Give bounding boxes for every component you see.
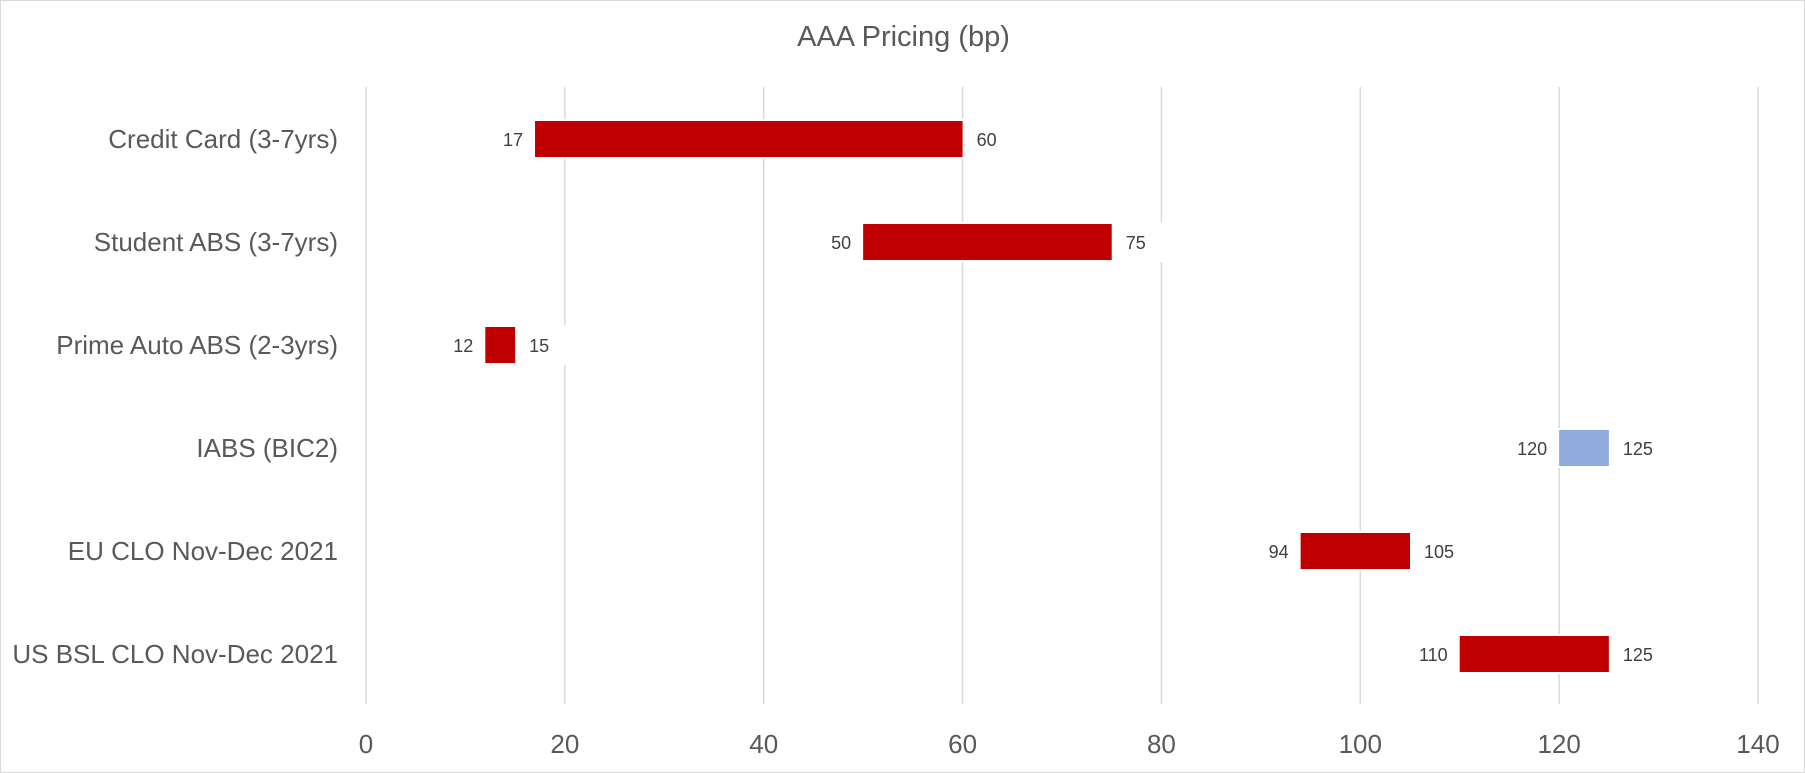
gridlines [365, 87, 1759, 704]
high-value-label: 75 [1126, 233, 1146, 253]
range-bar [1559, 430, 1609, 466]
x-tick-label: 60 [948, 729, 977, 759]
chart-title: AAA Pricing (bp) [797, 21, 1010, 53]
low-value-label: 17 [503, 130, 523, 150]
high-value-label: 125 [1623, 645, 1653, 665]
low-value-label: 94 [1269, 542, 1289, 562]
category-label: Student ABS (3-7yrs) [94, 227, 338, 257]
x-tick-label: 100 [1339, 729, 1382, 759]
range-bar [485, 327, 516, 363]
high-value-label: 60 [977, 130, 997, 150]
range-bar [1459, 636, 1609, 672]
x-tick-label: 40 [749, 729, 778, 759]
x-tick-label: 140 [1736, 729, 1779, 759]
range-bar [863, 224, 1112, 260]
category-label: EU CLO Nov-Dec 2021 [68, 536, 338, 566]
high-value-label: 15 [529, 336, 549, 356]
high-value-label: 105 [1424, 542, 1454, 562]
x-tick-label: 120 [1537, 729, 1580, 759]
category-label: US BSL CLO Nov-Dec 2021 [12, 639, 338, 669]
low-value-label: 120 [1517, 439, 1547, 459]
low-value-label: 110 [1419, 645, 1448, 665]
category-label: Credit Card (3-7yrs) [108, 124, 338, 154]
labels: 0 20 40 60 80 100 120 140 Credit Card (3-7yrs) 17… [12, 124, 1779, 759]
category-label: IABS (BIC2) [196, 433, 338, 463]
x-tick-label: 20 [550, 729, 579, 759]
bars [425, 119, 1669, 674]
range-bar [535, 121, 963, 157]
x-tick-label: 0 [359, 729, 373, 759]
category-label: Prime Auto ABS (2-3yrs) [56, 330, 338, 360]
low-value-label: 12 [453, 336, 473, 356]
x-tick-label: 80 [1147, 729, 1176, 759]
high-value-label: 125 [1623, 439, 1653, 459]
range-bar [1300, 533, 1410, 569]
low-value-label: 50 [831, 233, 851, 253]
